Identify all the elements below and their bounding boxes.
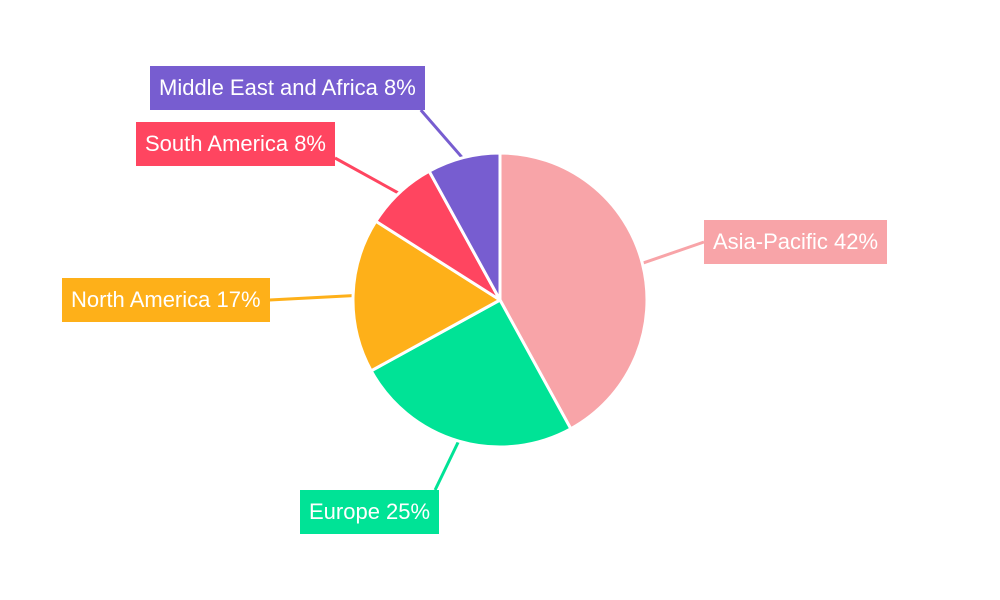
- slice-label: Middle East and Africa 8%: [150, 66, 425, 110]
- slice-label: Europe 25%: [300, 490, 440, 534]
- pie-slice-middle-east-and-africa: [427, 151, 502, 302]
- pie-slice-europe: [369, 298, 573, 449]
- slice-label: Asia-Pacific 42%: [704, 220, 888, 264]
- pie-slice-north-america: [351, 219, 502, 373]
- leader-line: [269, 293, 356, 302]
- leader-line: [334, 156, 402, 196]
- slice-label: South America 8%: [136, 122, 335, 166]
- pie-slice-asia-pacific: [498, 151, 649, 431]
- leader-line: [639, 240, 705, 266]
- slice-label: North America 17%: [62, 278, 270, 322]
- leader-line: [419, 109, 466, 161]
- leader-line: [433, 438, 461, 491]
